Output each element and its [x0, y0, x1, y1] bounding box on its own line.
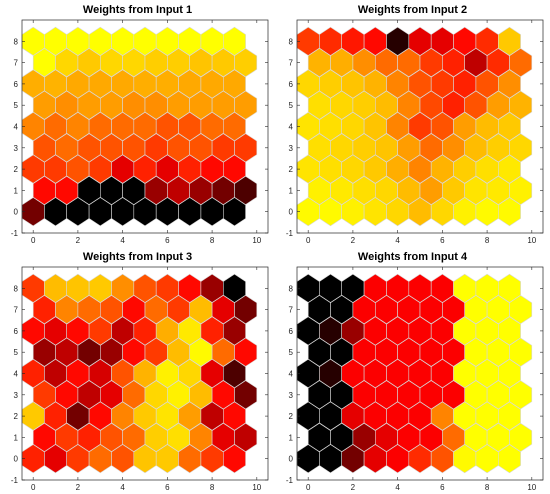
y-tick-label: 3: [289, 391, 294, 400]
x-tick-label: 4: [120, 236, 125, 245]
y-tick-label: -1: [286, 229, 294, 238]
x-tick-label: 6: [440, 236, 445, 245]
y-tick-label: 6: [14, 327, 19, 336]
x-tick-label: 2: [351, 236, 356, 245]
x-tick-label: 2: [76, 483, 81, 492]
hex-map-input-3: 0 2 4 6 8 10 -1 0 1 2 3 4 5 6 7 8: [11, 266, 269, 492]
hex-map-input-4: 0 2 4 6 8 10 -1 0 1 2 3 4 5 6 7 8: [286, 266, 544, 492]
x-tick-label: 6: [165, 483, 170, 492]
y-tick-label: 3: [14, 391, 19, 400]
y-tick-label: 0: [14, 455, 19, 464]
x-tick-label: 10: [527, 483, 536, 492]
y-tick-label: 3: [289, 144, 294, 153]
y-tick-label: 1: [289, 186, 294, 195]
weights-panel-input-1: 0 2 4 6 8 10 -1 0 1 2 3 4 5 6 7 8 Weights from Input 1: [0, 0, 275, 247]
x-tick-label: 8: [210, 236, 215, 245]
y-tick-label: -1: [11, 476, 19, 485]
y-tick-label: 6: [14, 80, 19, 89]
x-tick-label: 10: [527, 236, 536, 245]
x-tick-label: 6: [440, 483, 445, 492]
hex-map-input-1: 0 2 4 6 8 10 -1 0 1 2 3 4 5 6 7 8: [11, 19, 269, 245]
y-tick-label: -1: [286, 476, 294, 485]
chart-title: Weights from Input 3: [82, 251, 193, 263]
y-tick-label: 7: [14, 306, 19, 315]
y-tick-label: 4: [14, 123, 19, 132]
y-tick-label: 2: [289, 165, 294, 174]
y-tick-label: -1: [11, 229, 19, 238]
y-tick-label: 0: [289, 208, 294, 217]
hex-neuron: [223, 26, 246, 56]
chart-title: Weights from Input 4: [357, 251, 468, 263]
x-tick-label: 4: [395, 483, 400, 492]
x-tick-label: 8: [210, 483, 215, 492]
x-tick-label: 8: [485, 483, 490, 492]
hex-neuron: [498, 26, 521, 56]
y-tick-label: 4: [289, 123, 294, 132]
weights-panel-input-3: 0 2 4 6 8 10 -1 0 1 2 3 4 5 6 7 8 Weights from Input 3: [0, 247, 275, 494]
y-tick-label: 1: [14, 186, 19, 195]
y-tick-label: 5: [14, 348, 19, 357]
weights-panel-input-4: 0 2 4 6 8 10 -1 0 1 2 3 4 5 6 7 8 Weights from Input 4: [275, 247, 550, 494]
y-tick-label: 0: [14, 208, 19, 217]
x-tick-label: 0: [31, 236, 36, 245]
x-tick-label: 0: [306, 236, 311, 245]
y-tick-label: 0: [289, 455, 294, 464]
y-tick-label: 2: [14, 165, 19, 174]
x-tick-label: 10: [252, 483, 261, 492]
y-tick-label: 8: [289, 37, 294, 46]
x-tick-label: 0: [306, 483, 311, 492]
y-tick-label: 5: [289, 101, 294, 110]
x-tick-label: 0: [31, 483, 36, 492]
y-tick-label: 7: [289, 306, 294, 315]
x-tick-label: 8: [485, 236, 490, 245]
y-tick-label: 7: [289, 59, 294, 68]
y-tick-label: 3: [14, 144, 19, 153]
y-tick-label: 4: [289, 370, 294, 379]
y-tick-label: 5: [289, 348, 294, 357]
y-tick-label: 8: [14, 37, 19, 46]
x-tick-label: 6: [165, 236, 170, 245]
x-tick-label: 2: [76, 236, 81, 245]
x-tick-label: 4: [395, 236, 400, 245]
y-tick-label: 8: [289, 284, 294, 293]
y-tick-label: 5: [14, 101, 19, 110]
y-tick-label: 1: [289, 433, 294, 442]
x-tick-label: 10: [252, 236, 261, 245]
y-tick-label: 2: [14, 412, 19, 421]
y-tick-label: 6: [289, 80, 294, 89]
hex-neuron: [223, 273, 246, 303]
y-tick-label: 8: [14, 284, 19, 293]
hex-neuron: [498, 273, 521, 303]
weights-panel-input-2: 0 2 4 6 8 10 -1 0 1 2 3 4 5 6 7 8 Weights from Input 2: [275, 0, 550, 247]
x-tick-label: 2: [351, 483, 356, 492]
y-tick-label: 7: [14, 59, 19, 68]
y-tick-label: 2: [289, 412, 294, 421]
y-tick-label: 4: [14, 370, 19, 379]
y-tick-label: 6: [289, 327, 294, 336]
x-tick-label: 4: [120, 483, 125, 492]
y-tick-label: 1: [14, 433, 19, 442]
chart-title: Weights from Input 2: [357, 4, 468, 16]
chart-title: Weights from Input 1: [82, 4, 193, 16]
hex-map-input-2: 0 2 4 6 8 10 -1 0 1 2 3 4 5 6 7 8: [286, 19, 544, 245]
